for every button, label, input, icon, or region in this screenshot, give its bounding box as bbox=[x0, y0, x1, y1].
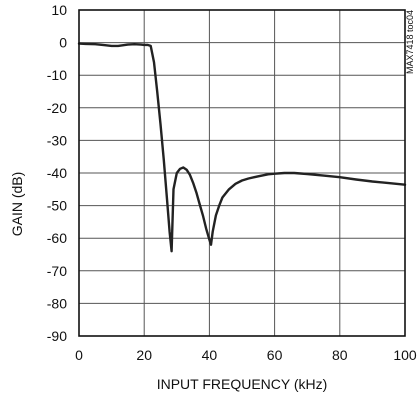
y-tick-label: -50 bbox=[47, 198, 67, 214]
y-tick-label: -90 bbox=[47, 328, 67, 344]
x-tick-label: 0 bbox=[75, 347, 83, 363]
series-layer bbox=[77, 42, 407, 253]
y-tick-label: -60 bbox=[47, 230, 67, 246]
grid bbox=[79, 10, 405, 336]
y-tick-label: 10 bbox=[51, 2, 67, 18]
x-tick-label: 60 bbox=[267, 347, 283, 363]
y-tick-label: -20 bbox=[47, 100, 67, 116]
x-axis-title: INPUT FREQUENCY (kHz) bbox=[157, 376, 328, 392]
y-tick-label: -10 bbox=[47, 67, 67, 83]
watermark-label: MAX7418 toc04 bbox=[405, 10, 415, 74]
x-tick-label: 20 bbox=[136, 347, 152, 363]
x-tick-label: 40 bbox=[202, 347, 218, 363]
y-tick-label: -40 bbox=[47, 165, 67, 181]
y-axis-title: GAIN (dB) bbox=[9, 172, 25, 237]
y-tick-label: -70 bbox=[47, 263, 67, 279]
y-tick-label: -30 bbox=[47, 132, 67, 148]
x-tick-label: 100 bbox=[393, 347, 417, 363]
tick-labels: 0 20 40 60 80 100100-10-20-30-40-50-60-70-80-… bbox=[47, 2, 417, 363]
y-tick-label: -80 bbox=[47, 295, 67, 311]
gain-curve bbox=[77, 42, 407, 253]
y-tick-label: 0 bbox=[59, 35, 67, 51]
plot-border bbox=[78, 9, 406, 337]
plot-frame bbox=[78, 9, 406, 337]
x-tick-label: 80 bbox=[332, 347, 348, 363]
